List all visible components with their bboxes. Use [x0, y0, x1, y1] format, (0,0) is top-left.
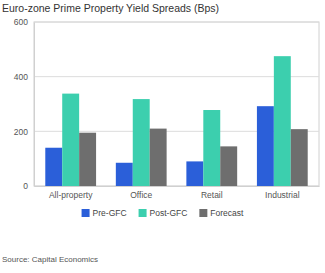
x-axis: All-property Office Retail Industrial [35, 186, 320, 200]
bar [257, 106, 274, 186]
x-tick: Industrial [265, 186, 300, 200]
legend-swatch [139, 209, 147, 217]
chart: Euro-zone Prime Property Yield Spreads (… [0, 0, 325, 273]
y-tick-label: 0 [23, 181, 28, 191]
bar [291, 129, 308, 186]
legend-item: Forecast [199, 208, 244, 218]
bar-series [45, 106, 274, 186]
y-tick: 0 [23, 181, 34, 191]
y-axis: 0 200 400 600 [14, 17, 35, 191]
x-tick-label: All-property [49, 190, 93, 200]
bar [150, 129, 167, 186]
plot: 0 200 400 600 All-property Office Retail Indust… [14, 17, 320, 200]
legend-item: Post-GFC [139, 208, 188, 218]
title: Euro-zone Prime Property Yield Spreads (… [2, 2, 219, 14]
y-tick: 600 [14, 17, 34, 27]
bar [133, 99, 150, 186]
legend-label: Pre-GFC [93, 208, 127, 218]
y-tick: 400 [14, 72, 34, 82]
x-tick: Office [130, 186, 152, 200]
bar [45, 148, 62, 186]
bar [79, 133, 96, 186]
legend-swatch [82, 209, 90, 217]
y-tick-label: 200 [14, 127, 28, 137]
grid-line [34, 22, 319, 23]
x-tick-label: Office [130, 190, 152, 200]
bar [116, 163, 133, 186]
x-tick-label: Industrial [265, 190, 300, 200]
legend-label: Post-GFC [150, 208, 188, 218]
source: Source: Capital Economics [2, 255, 98, 264]
grid [34, 22, 319, 186]
legend: Pre-GFC Post-GFC Forecast [82, 208, 244, 218]
bar-series [79, 129, 308, 186]
bar [220, 146, 237, 186]
bar [203, 110, 220, 186]
y-tick-label: 600 [14, 17, 28, 27]
legend-item: Pre-GFC [82, 208, 127, 218]
y-axis-line [34, 23, 35, 187]
bar [186, 161, 203, 186]
y-tick-label: 400 [14, 72, 28, 82]
legend-swatch [199, 209, 207, 217]
legend-label: Forecast [210, 208, 244, 218]
x-tick: Retail [201, 186, 223, 200]
bars [45, 56, 307, 186]
bar-series [62, 56, 291, 186]
bar [62, 94, 79, 186]
x-axis-line [35, 186, 320, 187]
x-tick-label: Retail [201, 190, 223, 200]
bar [274, 56, 291, 186]
x-tick: All-property [49, 186, 93, 200]
plot-frame [34, 22, 319, 186]
y-tick: 200 [14, 127, 34, 137]
